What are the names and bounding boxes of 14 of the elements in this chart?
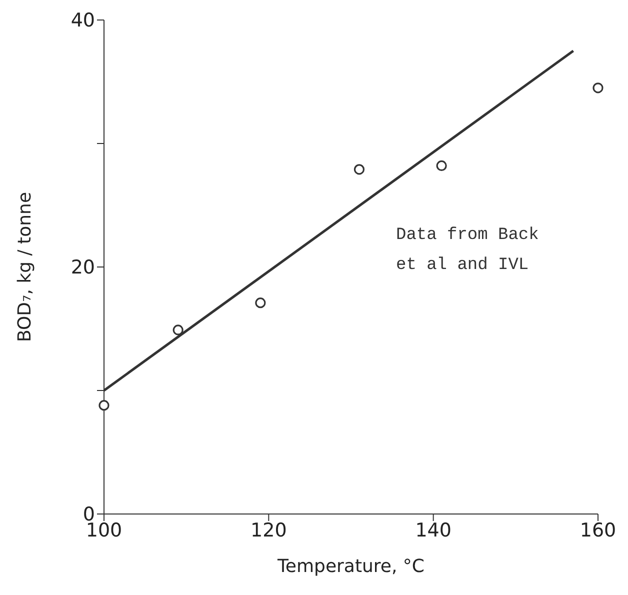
point — [436, 160, 447, 172]
x-axis-title: Temperature, °C — [276, 556, 425, 577]
x-tick-label: 140 — [415, 519, 452, 542]
point — [255, 298, 266, 308]
x-tick-label: 160 — [580, 519, 616, 542]
x-tick-label: 120 — [250, 519, 287, 542]
point — [98, 400, 110, 411]
point — [354, 164, 365, 175]
annotation: Data from Back et al and IVL — [396, 225, 540, 277]
point — [172, 324, 184, 336]
y-tick-label: 40 — [70, 10, 95, 32]
point — [592, 82, 604, 94]
y-axis-title: BOD₇, kg / tonne — [14, 192, 36, 342]
y-tick-label: 20 — [70, 256, 95, 279]
